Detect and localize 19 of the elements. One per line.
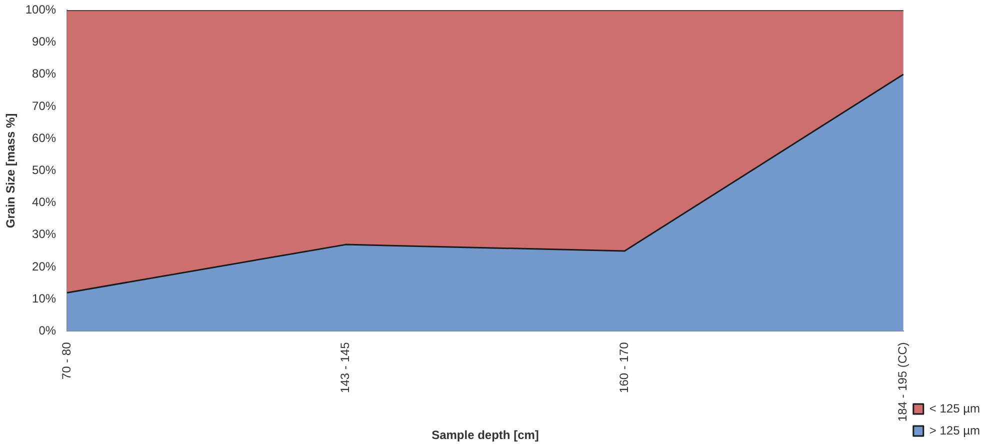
y-tick-label: 80% [32,66,56,81]
y-tick-label: 100% [25,2,56,17]
legend-label: > 125 µm [929,423,980,438]
x-tick-label: 143 - 145 [338,342,352,393]
x-tick-label: 184 - 195 (CC) [896,342,910,422]
y-tick-label: 70% [32,98,56,113]
y-tick-label: 10% [32,291,56,306]
x-tick-label: 160 - 170 [616,342,631,393]
y-tick-label: 30% [32,227,56,242]
legend-label: < 125 µm [929,401,980,416]
x-axis-title: Sample depth [cm] [432,428,539,442]
y-tick-label: 90% [32,34,56,49]
y-tick-label: 40% [32,195,56,210]
x-tick-label: 70 - 80 [59,342,74,380]
y-tick-label: 50% [32,163,56,178]
y-tick-label: 60% [32,130,56,145]
y-axis-title: Grain Size [mass %] [4,113,18,228]
y-tick-label: 20% [32,259,56,274]
y-tick-label: 0% [38,324,56,338]
